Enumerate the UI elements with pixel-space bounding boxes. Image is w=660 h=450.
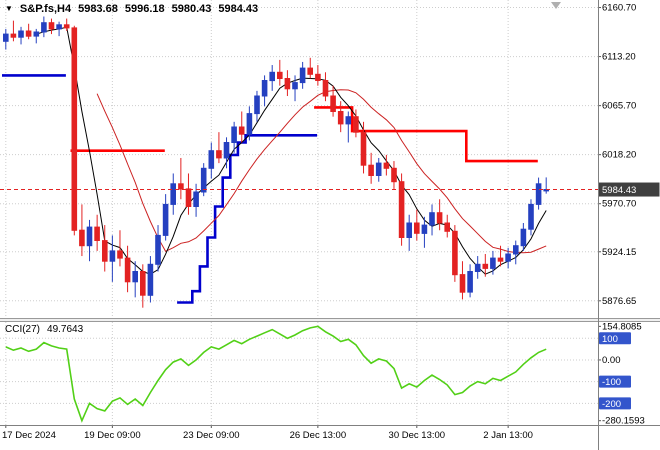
svg-text:6018.20: 6018.20 xyxy=(602,150,636,161)
svg-text:5876.65: 5876.65 xyxy=(602,296,636,307)
svg-text:100: 100 xyxy=(602,334,618,345)
svg-text:0.00: 0.00 xyxy=(602,355,621,366)
candles-layer xyxy=(3,16,550,308)
svg-text:5924.15: 5924.15 xyxy=(602,247,636,258)
svg-text:23 Dec 09:00: 23 Dec 09:00 xyxy=(183,430,240,441)
price-axis[interactable]: 6160.70 6113.20 6065.70 6018.20 5970.70 5924.… xyxy=(598,3,645,427)
svg-text:2 Jan 13:00: 2 Jan 13:00 xyxy=(483,430,533,441)
grid-layer xyxy=(0,0,598,425)
current-price-layer: 5984.43 xyxy=(0,182,660,197)
svg-text:6160.70: 6160.70 xyxy=(602,3,636,14)
ma-lines-layer xyxy=(36,26,547,275)
svg-text:30 Dec 13:00: 30 Dec 13:00 xyxy=(389,430,446,441)
svg-text:154.8085: 154.8085 xyxy=(602,321,642,332)
cci-line xyxy=(5,325,547,423)
time-axis[interactable]: 17 Dec 2024 19 Dec 09:00 23 Dec 09:00 26 De… xyxy=(2,425,533,441)
svg-text:19 Dec 09:00: 19 Dec 09:00 xyxy=(84,430,141,441)
svg-text:-100: -100 xyxy=(602,377,621,388)
svg-text:-280.1593: -280.1593 xyxy=(602,416,645,427)
current-price-badge xyxy=(598,182,660,197)
chart-shift-marker-icon xyxy=(551,2,561,9)
svg-text:5984.43: 5984.43 xyxy=(602,185,636,196)
svg-text:6113.20: 6113.20 xyxy=(602,52,636,63)
svg-text:17 Dec 2024: 17 Dec 2024 xyxy=(2,430,56,441)
svg-text:6065.70: 6065.70 xyxy=(602,101,636,112)
trend-stop-lines-layer xyxy=(2,74,538,304)
svg-text:5970.70: 5970.70 xyxy=(602,199,636,210)
svg-text:-200: -200 xyxy=(602,399,621,410)
panel-divider xyxy=(0,318,660,322)
svg-text:26 Dec 13:00: 26 Dec 13:00 xyxy=(290,430,347,441)
